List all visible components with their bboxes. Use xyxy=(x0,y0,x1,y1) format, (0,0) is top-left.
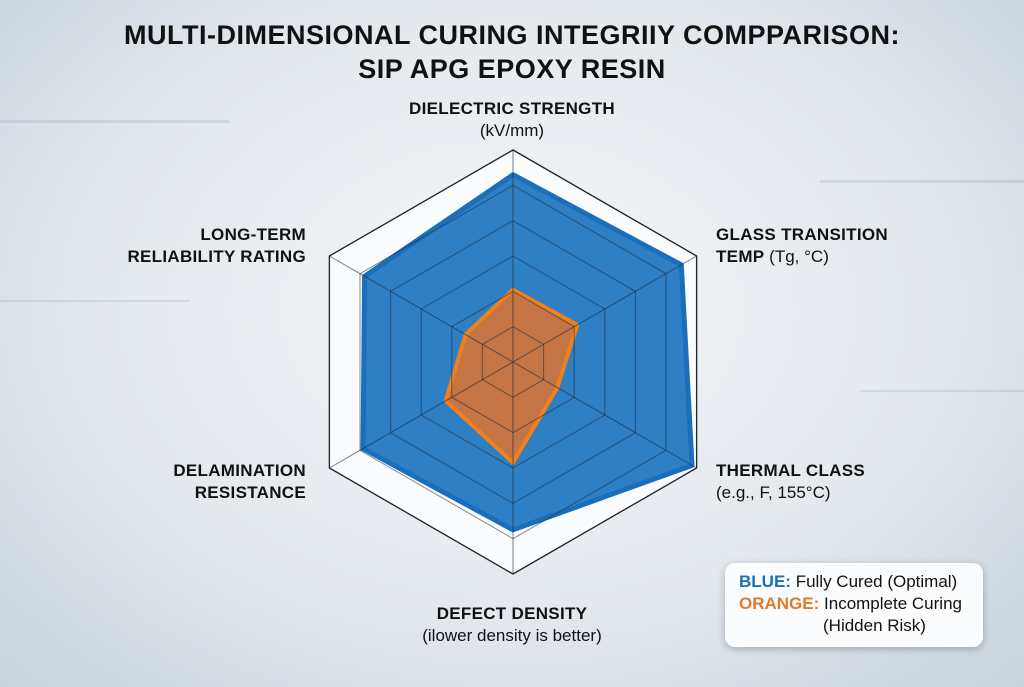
legend: BLUE: Fully Cured (Optimal) ORANGE: Inco… xyxy=(725,563,983,647)
axis-label-defect-density: DEFECT DENSITY (ilower density is better… xyxy=(422,604,602,645)
radar-spoke xyxy=(329,255,514,363)
chart-title: MULTI-DIMENSIONAL CURING INTEGRIIY COMPP… xyxy=(0,18,1024,86)
radar-spoke xyxy=(512,255,697,363)
title-line-2: SIP APG EPOXY RESIN xyxy=(358,54,666,84)
radar-spoke xyxy=(512,361,697,469)
axis-label-delamination: DELAMINATION RESISTANCE xyxy=(173,461,306,502)
axis-label-glass-transition: GLASS TRANSITION TEMP (Tg, °C) xyxy=(716,225,888,266)
title-line-1: MULTI-DIMENSIONAL CURING INTEGRIIY COMPP… xyxy=(123,20,900,50)
legend-item-orange: ORANGE: Incomplete Curing xyxy=(739,594,962,613)
radar-spoke xyxy=(329,361,514,469)
axis-label-dielectric: DIELECTRIC STRENGTH (kV/mm) xyxy=(409,99,615,140)
axis-label-thermal-class: THERMAL CLASS (e.g., F, 155°C) xyxy=(716,461,866,502)
legend-item-orange-note: (Hidden Risk) xyxy=(823,616,926,635)
axis-label-reliability: LONG-TERM RELIABILITY RATING xyxy=(127,225,306,266)
legend-item-blue: BLUE: Fully Cured (Optimal) xyxy=(739,572,958,591)
radar-grid-lines xyxy=(328,149,698,575)
